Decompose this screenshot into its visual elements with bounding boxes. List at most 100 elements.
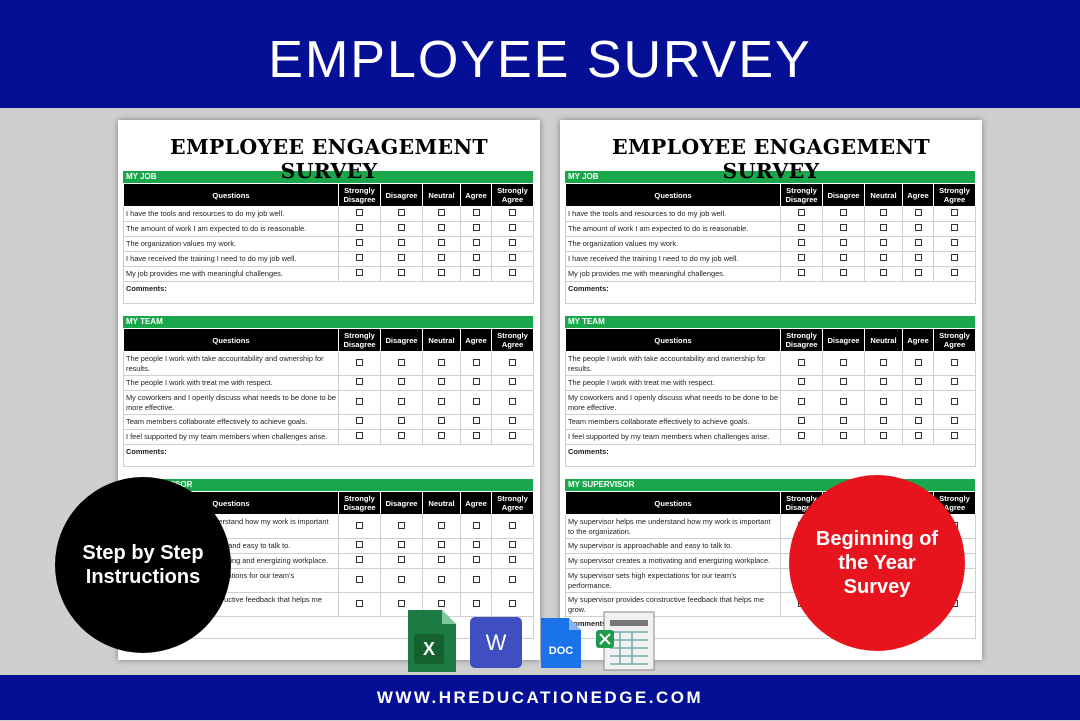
checkbox [438,541,445,549]
checkbox-cell [422,375,461,391]
checkbox [438,432,445,440]
checkbox [472,397,480,405]
checkbox [438,521,445,529]
checkbox [798,397,805,405]
checkbox-cell [933,429,976,445]
checkbox [472,224,480,232]
question-row: My job provides me with meaningful chall… [565,266,976,282]
checkbox [472,575,480,583]
checkbox [840,417,847,425]
question: My coworkers and I openly discuss what n… [565,390,781,415]
checkbox [356,209,363,217]
checkbox [356,239,363,247]
column-header: Disagree [380,328,423,352]
checkbox-cell [902,236,934,252]
comments-row: Comments: [123,281,534,304]
checkbox-cell [422,390,461,415]
checkbox [472,209,480,217]
checkbox [509,599,516,607]
checkbox [840,269,847,277]
question-row: The people I work with treat me with res… [123,375,534,391]
question: The people I work with take accountabili… [123,351,339,376]
checkbox [509,254,516,262]
question: The organization values my work. [123,236,339,252]
checkbox-cell [822,414,865,430]
checkbox-cell [338,390,381,415]
checkbox-cell [460,206,492,222]
checkbox-cell [822,390,865,415]
question: My supervisor helps me understand how my… [565,514,781,539]
checkbox-cell [338,514,381,539]
checkbox-cell [491,538,534,554]
checkbox [951,269,958,277]
checkbox-cell [933,351,976,376]
checkbox-cell [422,414,461,430]
checkbox [509,378,516,386]
checkbox [356,224,363,232]
question-row: The people I work with take accountabili… [123,351,534,376]
checkbox [509,239,516,247]
question: My supervisor provides constructive feed… [565,592,781,617]
checkbox [840,432,847,440]
question-row: The people I work with take accountabili… [565,351,976,376]
checkbox [509,575,516,583]
checkbox-cell [338,221,381,237]
question: The people I work with treat me with res… [123,375,339,391]
checkbox-cell [422,221,461,237]
checkbox-cell [338,236,381,252]
checkbox-cell [338,351,381,376]
checkbox-cell [460,266,492,282]
checkbox-cell [933,414,976,430]
checkbox [472,556,480,564]
checkbox [356,269,363,277]
checkbox [914,254,922,262]
question-row: The people I work with treat me with res… [565,375,976,391]
checkbox-cell [822,206,865,222]
checkbox [840,224,847,232]
checkbox-cell [864,221,903,237]
checkbox-cell [780,375,823,391]
checkbox-cell [902,375,934,391]
checkbox [438,575,445,583]
checkbox-cell [380,375,423,391]
checkbox [880,239,887,247]
checkbox-cell [491,429,534,445]
checkbox-cell [864,206,903,222]
checkbox [798,239,805,247]
checkbox [398,269,405,277]
question-row: My coworkers and I openly discuss what n… [123,390,534,415]
question-row: I have the tools and resources to do my … [123,206,534,222]
checkbox [880,432,887,440]
badge-text: Step by Step Instructions [82,542,204,588]
checkbox [398,521,405,529]
checkbox-cell [338,206,381,222]
checkbox [951,378,958,386]
checkbox-cell [422,251,461,267]
checkbox [472,541,480,549]
checkbox-cell [780,414,823,430]
checkbox-cell [422,429,461,445]
checkbox-cell [902,266,934,282]
checkbox [914,269,922,277]
question-row: I have received the training I need to d… [123,251,534,267]
comments-row: Comments: [565,281,976,304]
checkbox-cell [864,429,903,445]
checkbox [398,224,405,232]
column-header: Disagree [380,491,423,515]
question: My supervisor sets high expectations for… [565,568,781,593]
checkbox [356,378,363,386]
checkbox-cell [422,236,461,252]
checkbox [438,209,445,217]
checkbox [398,556,405,564]
comments: Comments: [565,281,976,304]
checkbox-cell [338,375,381,391]
checkbox-cell [380,390,423,415]
checkbox-cell [491,414,534,430]
badge-text: Beginning of the Year Survey [815,528,939,598]
survey-section: MY JOB Questions Strongly Disagree Disagree… [118,171,540,304]
column-header: Neutral [422,328,461,352]
checkbox-cell [822,266,865,282]
column-header: Strongly Disagree [338,183,381,207]
column-header: Questions [123,183,339,207]
